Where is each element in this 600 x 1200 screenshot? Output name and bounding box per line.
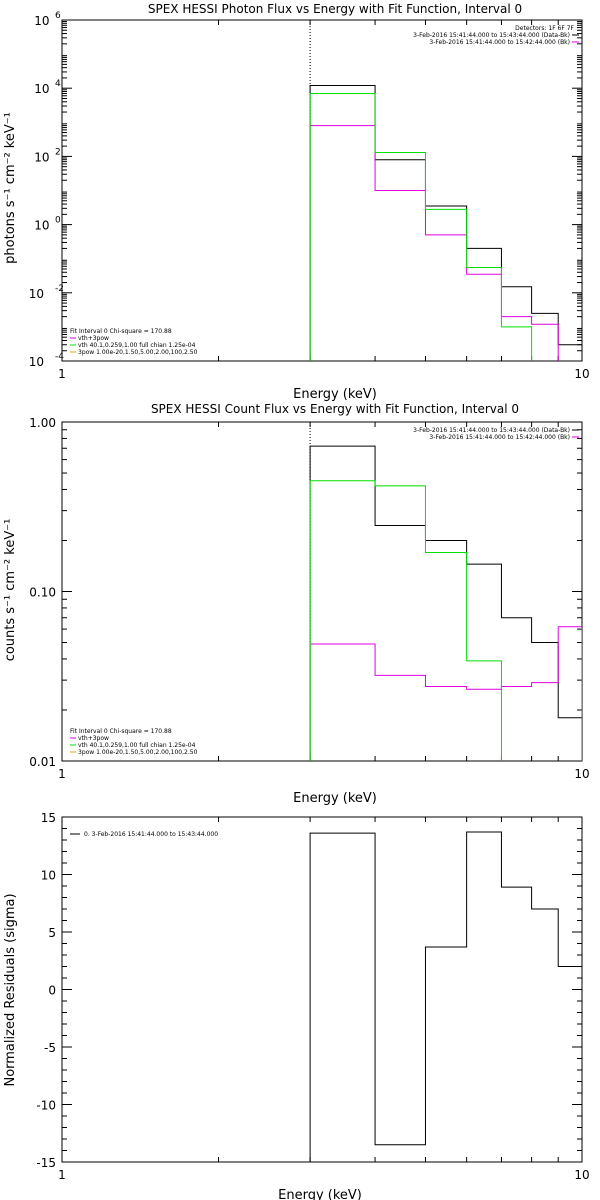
photon-y-tick-label: 10	[34, 150, 49, 164]
residuals-y-tick-label: 15	[41, 811, 56, 825]
residuals-y-axis-label: Normalized Residuals (sigma)	[3, 893, 18, 1086]
residuals-y-tick-label: 10	[41, 869, 56, 883]
count-legend-bottom-item: vth 40.1,0.259,1.00 full chian 1.25e-04	[78, 742, 196, 749]
count-legend-top-item: 3-Feb-2016 15:41:44.000 to 15:43:44.000 …	[413, 427, 570, 434]
count-y-tick-label: 0.10	[29, 586, 56, 600]
count-series-group	[309, 445, 582, 761]
residuals-y-tick-label: -5	[44, 1041, 56, 1055]
residuals-y-tick-label: -10	[36, 1099, 56, 1113]
residuals-x-tick-label: 1	[58, 1168, 66, 1182]
photon-legend-top-item: 3-Feb-2016 15:41:44.000 to 15:43:44.000 …	[413, 32, 570, 39]
count-x-tick-label: 10	[574, 767, 589, 781]
photon-legend-bottom-item: vth 40.1,0.259,1.00 full chian 1.25e-04	[78, 342, 196, 349]
count-y-axis-label: counts s⁻¹ cm⁻² keV⁻¹	[3, 519, 18, 662]
residuals-legend-item: 0. 3-Feb-2016 15:41:44.000 to 15:43:44.0…	[84, 831, 218, 838]
count-flux-panel: SPEX HESSI Count Flux vs Energy with Fit…	[3, 402, 590, 806]
count-x-tick-label: 1	[58, 767, 66, 781]
photon-y-tick-label: 10	[29, 287, 44, 301]
residuals-x-tick-label: 10	[574, 1168, 589, 1182]
photon-y-tick-exponent: -4	[55, 352, 64, 362]
photon-y-tick-label: 10	[34, 14, 49, 28]
residuals-series-group	[309, 831, 582, 1162]
residuals-panel: Energy (keV) Normalized Residuals (sigma…	[3, 811, 590, 1200]
photon-series-group	[309, 84, 582, 361]
photon-legend-top-item: 3-Feb-2016 15:41:44.000 to 15:42:44.000 …	[429, 39, 570, 46]
photon-series-2-step-line	[309, 92, 533, 361]
photon-x-axis-label: Energy (keV)	[293, 387, 377, 402]
photon-y-tick-exponent: -2	[55, 284, 64, 294]
photon-y-tick-label: 10	[34, 219, 49, 233]
residuals-y-tick-label: 0	[48, 984, 56, 998]
residuals-x-axis-label: Energy (keV)	[278, 1188, 362, 1200]
photon-y-tick-exponent: 0	[55, 216, 61, 226]
count-series-1-step-line	[309, 626, 582, 761]
photon-legend-bottom-item: vth+3pow	[78, 335, 109, 342]
photon-legend-top-header: Detectors: 1F 6F 7F	[515, 25, 574, 32]
photon-legend-bottom-item: 3pow 1.00e-20,1.50,5.00,2.00,100,2.50	[78, 349, 198, 356]
residuals-series-0-step-line	[309, 831, 582, 1162]
count-y-tick-label: 1.00	[29, 416, 56, 430]
count-legend-bottom-item: 3pow 1.00e-20,1.50,5.00,2.00,100,2.50	[78, 749, 198, 756]
count-y-tick-label: 0.01	[29, 755, 56, 769]
count-legend-bottom-header: Fit Interval 0 Chi-square = 170.88	[70, 728, 172, 735]
photon-x-tick-label: 1	[58, 367, 66, 381]
count-x-axis-label: Energy (keV)	[293, 791, 377, 806]
photon-y-tick-exponent: 4	[55, 79, 61, 89]
photon-y-tick-exponent: 2	[55, 147, 61, 157]
photon-y-tick-exponent: 6	[55, 11, 61, 21]
photon-x-tick-label: 10	[574, 367, 589, 381]
photon-legend-bottom-header: Fit Interval 0 Chi-square = 170.88	[70, 328, 172, 335]
count-legend-bottom-item: vth+3pow	[78, 735, 109, 742]
photon-plot-frame	[61, 19, 583, 362]
count-series-2-step-line	[309, 480, 502, 761]
residuals-y-tick-label: -15	[36, 1156, 56, 1170]
photon-y-tick-label: 10	[34, 82, 49, 96]
residuals-y-tick-label: 5	[48, 926, 56, 940]
count-chart-title: SPEX HESSI Count Flux vs Energy with Fit…	[151, 402, 519, 416]
photon-chart-title: SPEX HESSI Photon Flux vs Energy with Fi…	[148, 2, 522, 16]
photon-y-axis-label: photons s⁻¹ cm⁻² keV⁻¹	[3, 112, 18, 264]
photon-y-tick-label: 10	[29, 355, 44, 369]
count-legend-top-item: 3-Feb-2016 15:41:44.000 to 15:42:44.000 …	[429, 434, 570, 441]
photon-flux-panel: SPEX HESSI Photon Flux vs Energy with Fi…	[3, 2, 590, 402]
